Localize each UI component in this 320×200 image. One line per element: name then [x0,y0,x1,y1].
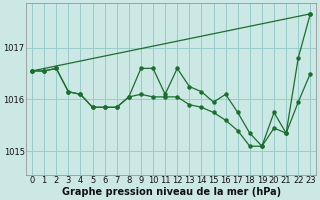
X-axis label: Graphe pression niveau de la mer (hPa): Graphe pression niveau de la mer (hPa) [62,187,281,197]
